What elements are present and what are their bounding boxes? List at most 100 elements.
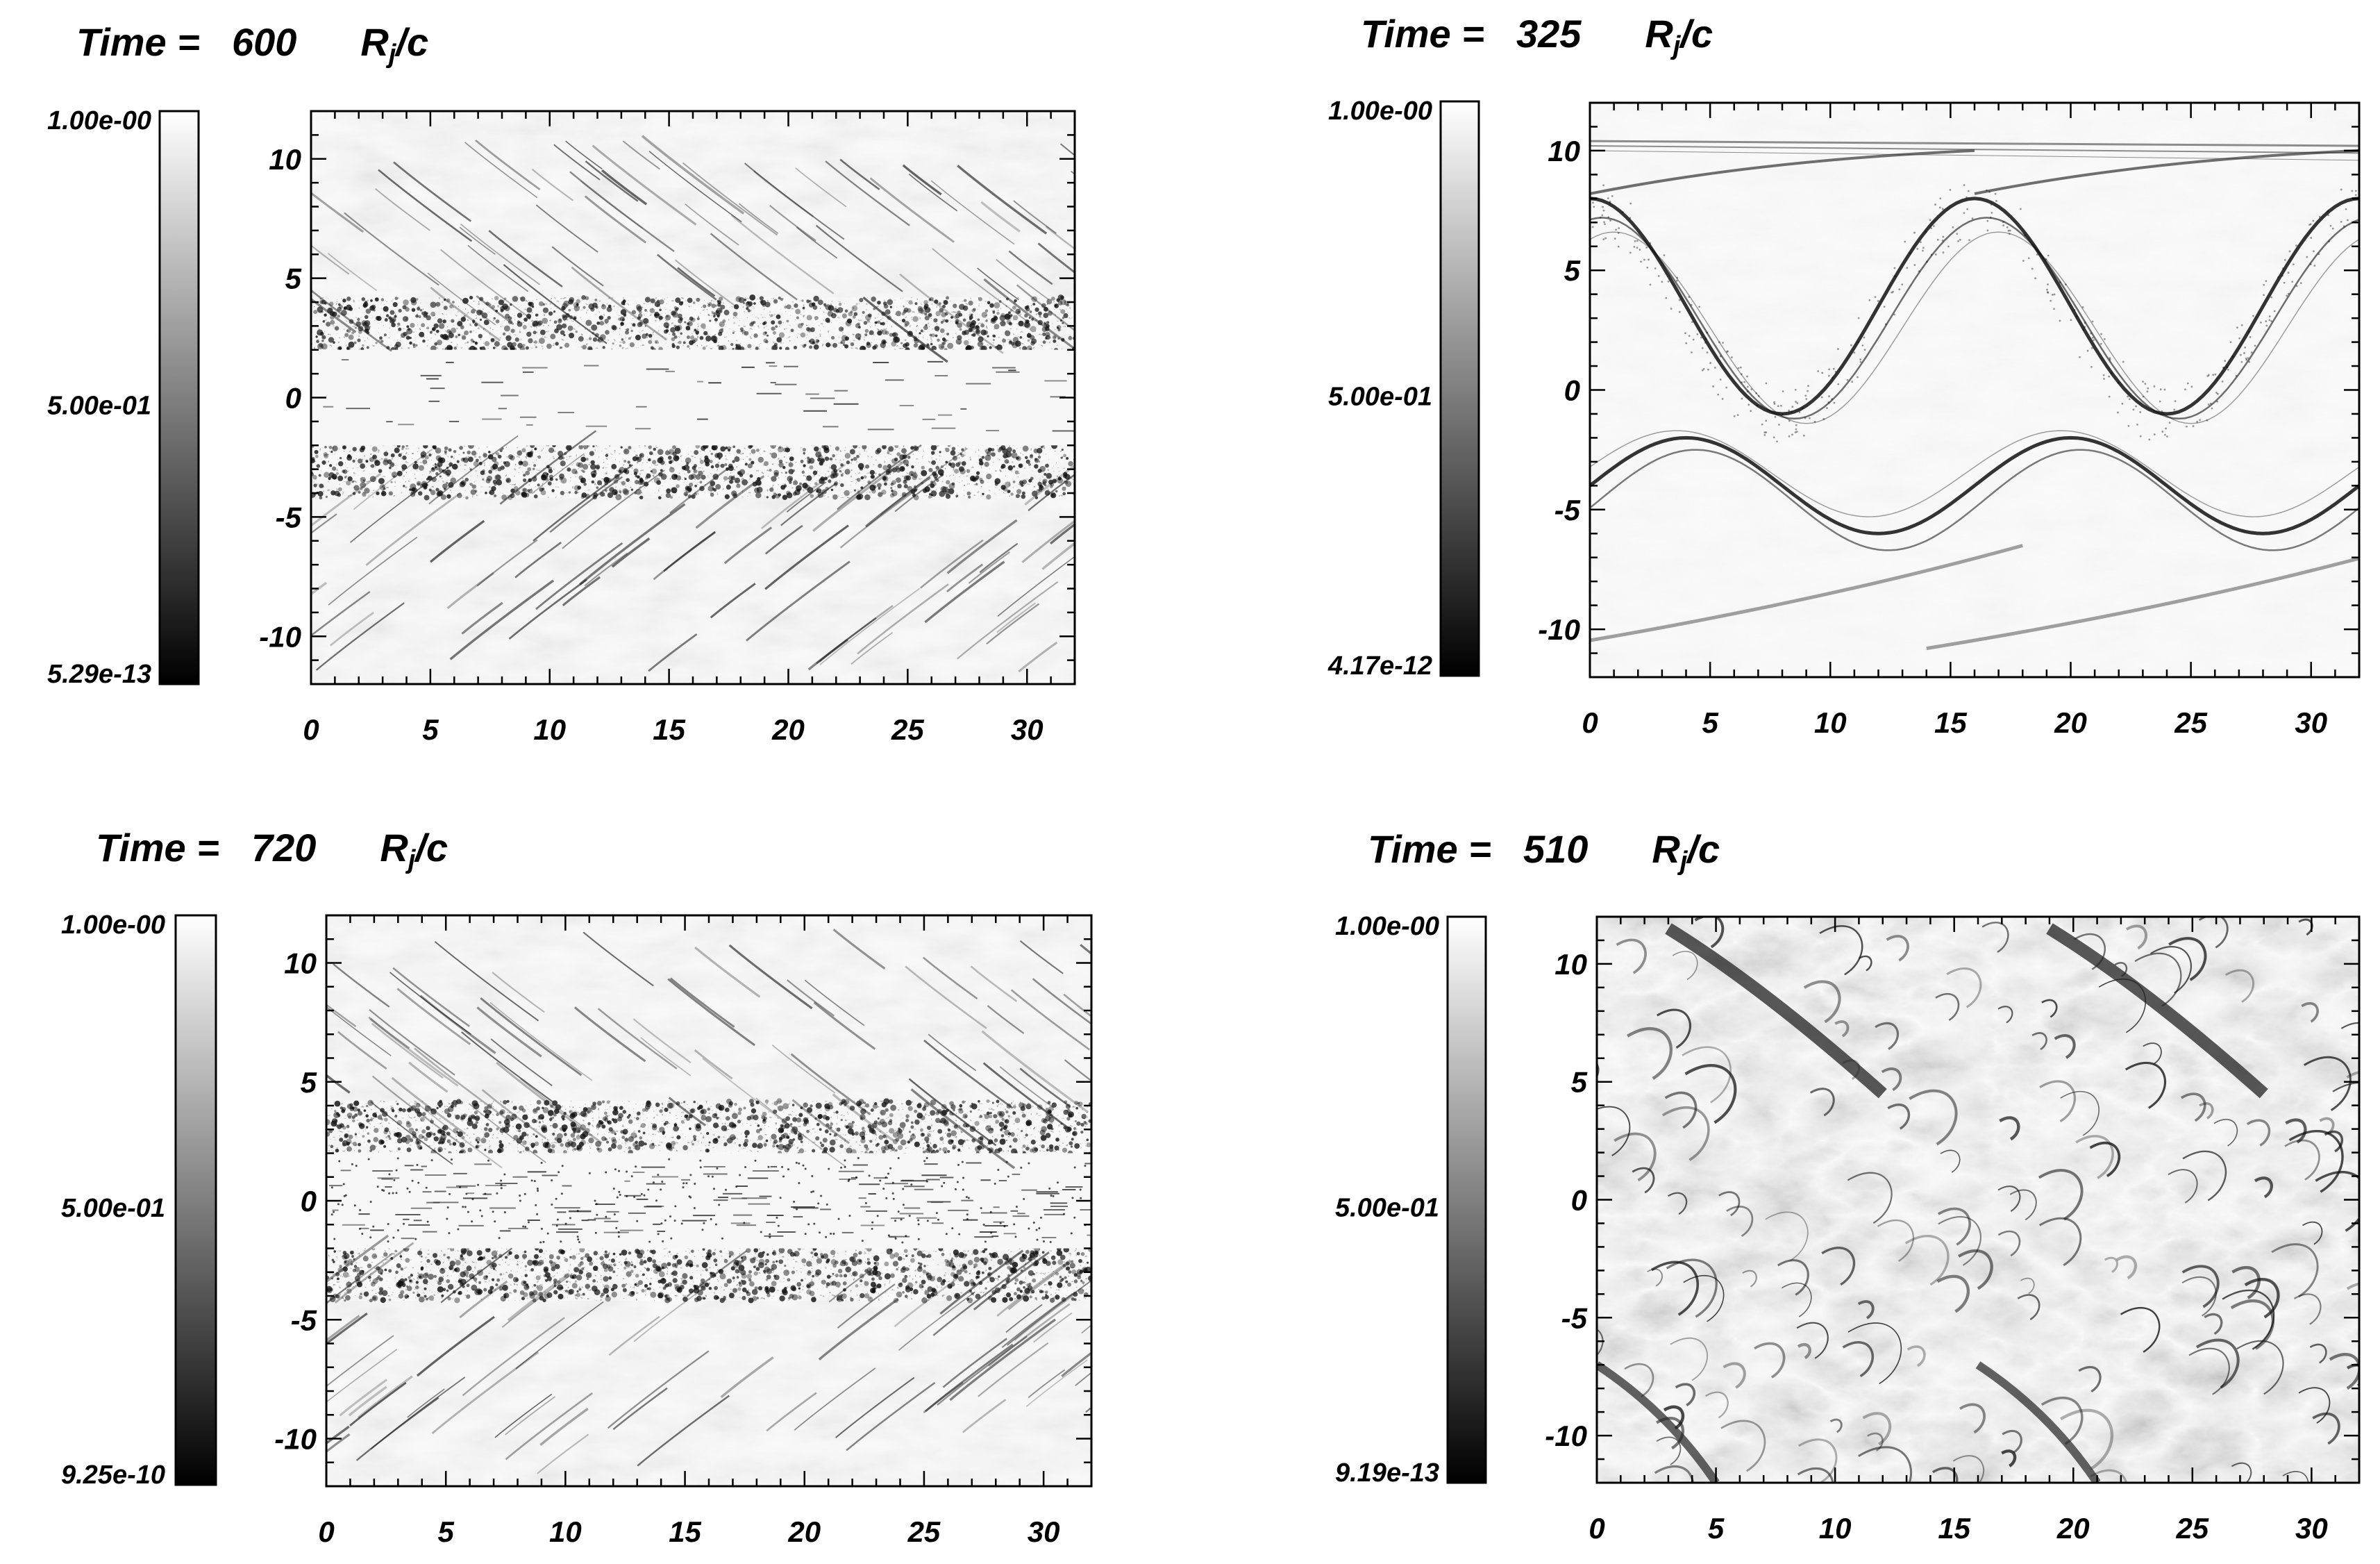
x-tick-label: 0 <box>318 1515 334 1548</box>
y-tick-label: -10 <box>1545 1420 1587 1452</box>
x-tick-label: 5 <box>1702 706 1718 739</box>
x-axis: 0 5 10 15 20 25 30 <box>1589 917 2361 1545</box>
x-tick-label: 30 <box>2295 706 2327 739</box>
time-unit-tail: /c <box>413 826 448 870</box>
time-unit-subscript: j <box>385 40 397 69</box>
x-tick-label: 25 <box>891 713 924 746</box>
y-tick-label: 0 <box>301 1185 317 1217</box>
x-tick-label: 0 <box>303 713 319 746</box>
time-unit: R <box>360 20 389 64</box>
colorbar-mid-label: 5.00e-01 <box>1335 1194 1439 1223</box>
panel-title: Time = 600 Rj/c <box>76 20 428 69</box>
colorbar-min-label: 9.25e-10 <box>61 1461 165 1490</box>
x-tick-label: 20 <box>787 1515 821 1548</box>
y-tick-label: 5 <box>1571 1066 1588 1099</box>
x-tick-label: 10 <box>1814 706 1847 739</box>
x-tick-label: 25 <box>2174 706 2207 739</box>
y-tick-label: -10 <box>1538 613 1580 646</box>
y-axis: 10 5 0 -5 -10 <box>1538 101 2359 679</box>
y-tick-label: 0 <box>1571 1184 1587 1217</box>
time-unit-subscript: j <box>1670 31 1682 60</box>
colorbar-mid-label: 5.00e-01 <box>1328 383 1432 412</box>
panel-top-left: Time = 600 Rj/c1.00e-005.00e-015.29e-130 5 1… <box>47 20 1076 746</box>
x-axis: 0 5 10 15 20 25 30 <box>303 111 1076 746</box>
x-tick-label: 0 <box>1582 706 1598 739</box>
colorbar: 1.00e-00 5.00e-01 5.29e-13 <box>47 106 200 689</box>
y-axis: 10 5 0 -5 -10 <box>259 110 1075 685</box>
y-tick-label: 10 <box>1554 948 1587 981</box>
time-unit: R <box>380 826 408 870</box>
y-axis: 10 5 0 -5 -10 <box>274 914 1091 1488</box>
time-label: Time = <box>76 20 200 64</box>
x-tick-label: 0 <box>1589 1512 1604 1545</box>
colorbar-mid-label: 5.00e-01 <box>61 1194 165 1223</box>
colorbar-min-label: 5.29e-13 <box>47 660 151 689</box>
y-tick-label: -5 <box>1554 494 1581 526</box>
y-axis: 10 5 0 -5 -10 <box>1545 915 2359 1484</box>
panel-top-right: Time = 325 Rj/c1.00e-005.00e-014.17e-120 5 1… <box>1327 12 2361 739</box>
time-value: 720 <box>251 826 316 870</box>
y-tick-label: -5 <box>276 501 302 533</box>
x-tick-label: 30 <box>1028 1515 1060 1548</box>
time-unit: R <box>1652 827 1680 871</box>
time-value: 510 <box>1523 827 1588 871</box>
x-tick-label: 15 <box>1934 706 1967 739</box>
colorbar-gradient <box>1446 915 1487 1484</box>
time-label: Time = <box>96 826 219 870</box>
y-tick-label: 0 <box>285 382 301 415</box>
time-unit-tail: /c <box>1685 827 1720 871</box>
x-tick-label: 20 <box>771 713 805 746</box>
x-tick-label: 15 <box>1938 1512 1970 1545</box>
density-field <box>311 111 1075 684</box>
colorbar-max-label: 1.00e-00 <box>47 106 151 135</box>
y-tick-label: 10 <box>269 143 301 176</box>
time-value: 600 <box>232 20 296 64</box>
x-tick-label: 25 <box>2175 1512 2209 1545</box>
panel-title: Time = 325 Rj/c <box>1361 12 1713 60</box>
time-unit-tail: /c <box>1678 12 1713 56</box>
x-tick-label: 10 <box>1819 1512 1852 1545</box>
y-tick-label: 10 <box>1548 135 1580 167</box>
colorbar-gradient <box>1439 100 1480 677</box>
x-axis: 0 5 10 15 20 25 30 <box>1582 103 2361 739</box>
colorbar-max-label: 1.00e-00 <box>1335 912 1439 941</box>
x-tick-label: 15 <box>669 1515 701 1548</box>
y-tick-label: -5 <box>1561 1301 1588 1334</box>
colorbar: 1.00e-00 5.00e-01 9.25e-10 <box>61 910 217 1490</box>
y-tick-label: 0 <box>1564 374 1580 407</box>
density-field <box>1590 103 2359 677</box>
colorbar: 1.00e-00 5.00e-01 9.19e-13 <box>1335 912 1487 1488</box>
x-tick-label: 30 <box>2295 1512 2328 1545</box>
y-tick-label: 5 <box>285 263 302 295</box>
x-tick-label: 25 <box>907 1515 941 1548</box>
density-field <box>1597 917 2359 1483</box>
panel-bottom-right: Time = 510 Rj/c1.00e-005.00e-019.19e-130 5 1… <box>1335 827 2361 1545</box>
y-tick-label: -10 <box>259 620 301 653</box>
time-value: 325 <box>1516 12 1582 56</box>
y-tick-label: 10 <box>284 947 317 980</box>
colorbar-max-label: 1.00e-00 <box>61 910 165 940</box>
colorbar-gradient <box>158 110 200 685</box>
time-unit: R <box>1645 12 1673 56</box>
x-tick-label: 10 <box>533 713 566 746</box>
x-tick-label: 15 <box>653 713 685 746</box>
time-label: Time = <box>1361 12 1484 56</box>
x-tick-label: 5 <box>1708 1512 1725 1545</box>
colorbar-gradient <box>174 914 217 1486</box>
panel-title: Time = 720 Rj/c <box>96 826 448 874</box>
panel-bottom-left: Time = 720 Rj/c1.00e-005.00e-019.25e-100 5 1… <box>61 826 1093 1548</box>
time-unit-subscript: j <box>1677 847 1688 876</box>
x-tick-label: 10 <box>549 1515 582 1548</box>
x-tick-label: 20 <box>2054 706 2087 739</box>
colorbar-min-label: 4.17e-12 <box>1327 651 1432 681</box>
x-axis: 0 5 10 15 20 25 30 <box>318 915 1093 1548</box>
x-tick-label: 30 <box>1011 713 1044 746</box>
time-unit-tail: /c <box>394 20 428 64</box>
colorbar-max-label: 1.00e-00 <box>1328 97 1432 126</box>
density-field <box>326 915 1091 1486</box>
time-unit-subscript: j <box>405 845 417 874</box>
colorbar-min-label: 9.19e-13 <box>1335 1458 1439 1488</box>
y-tick-label: -10 <box>274 1423 317 1456</box>
y-tick-label: 5 <box>1564 254 1581 287</box>
